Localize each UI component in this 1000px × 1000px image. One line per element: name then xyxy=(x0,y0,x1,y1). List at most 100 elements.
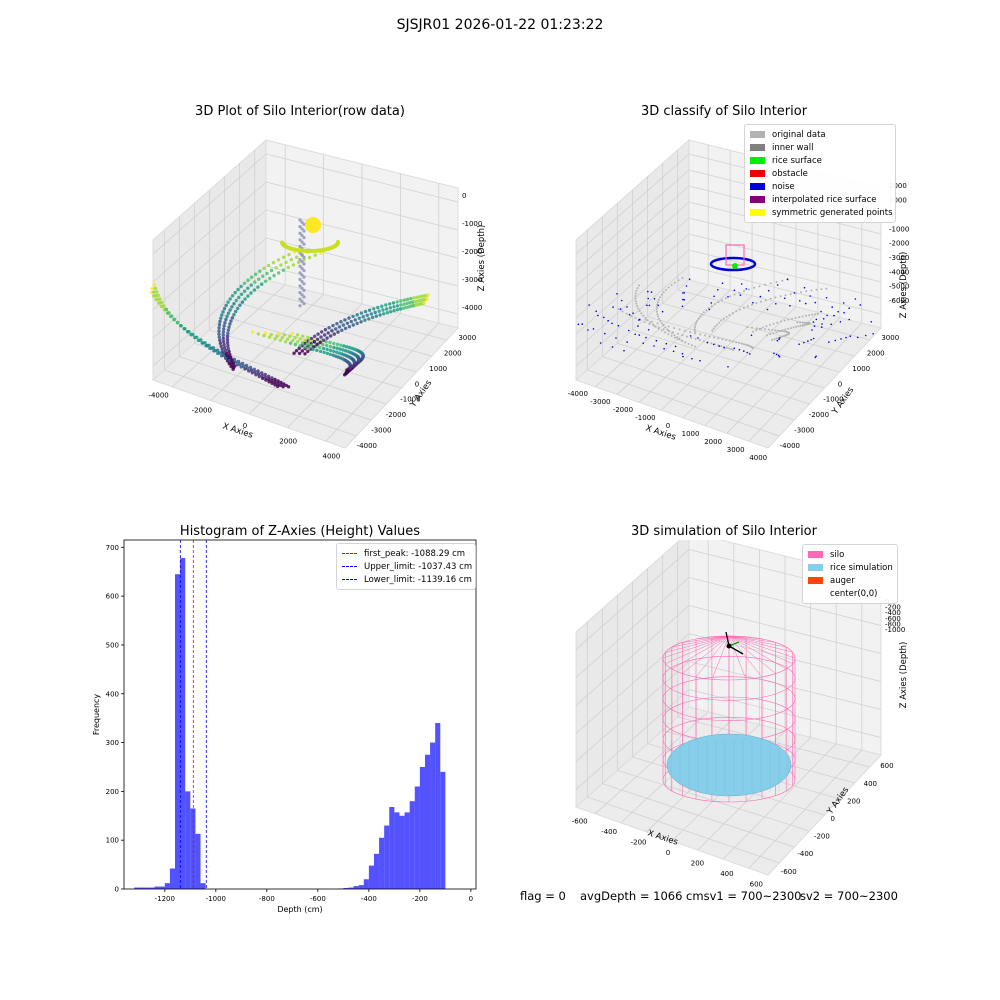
legend-entry: auger xyxy=(808,574,892,587)
raw-point xyxy=(339,343,343,347)
raw-point xyxy=(369,312,373,316)
original-point xyxy=(640,312,643,315)
histogram-chart[interactable]: -1200 -1000 -800 -600 -400 -200 0 0 100 200 300 400… xyxy=(0,520,500,920)
raw-point xyxy=(225,340,230,345)
raw-point xyxy=(222,327,226,331)
raw-point xyxy=(182,327,186,331)
raw-point xyxy=(279,380,283,385)
x-tick-label: 400 xyxy=(720,870,733,878)
original-point xyxy=(684,341,687,344)
y-tick-label: 200 xyxy=(106,788,119,796)
original-point xyxy=(815,288,818,291)
gridline xyxy=(152,265,267,367)
legend-label: first_peak: -1088.29 cm xyxy=(364,548,466,559)
legend-entry: original data xyxy=(750,128,890,141)
raw-point xyxy=(342,344,346,348)
y-tick-label: 700 xyxy=(106,544,119,552)
raw-point xyxy=(298,238,302,242)
raw-point xyxy=(263,375,268,379)
original-point xyxy=(758,327,761,330)
noise-point xyxy=(739,294,742,296)
original-point xyxy=(790,327,793,330)
raw-point xyxy=(298,297,302,301)
y-tick-label: 0 xyxy=(838,380,842,388)
raw-point xyxy=(311,347,315,351)
raw-3d-plot[interactable]: -4000 -2000 0 2000 4000 3000 2000 1000 0 -1000 -20… xyxy=(0,130,500,490)
noise-point xyxy=(842,302,845,304)
original-point xyxy=(784,328,787,331)
raw-point xyxy=(332,349,336,353)
original-point xyxy=(729,295,732,298)
noise-point xyxy=(599,342,602,344)
original-point xyxy=(644,317,647,319)
raw-point xyxy=(236,287,240,292)
x-tick-label: -200 xyxy=(631,839,647,847)
noise-point xyxy=(840,338,842,340)
x-tick-label: -1200 xyxy=(155,895,175,903)
original-point xyxy=(656,301,659,304)
noise-point xyxy=(745,288,747,290)
noise-point xyxy=(775,303,777,305)
original-point xyxy=(698,339,701,342)
silo-roof-line xyxy=(728,635,793,653)
histogram-bar xyxy=(190,808,196,889)
noise-point xyxy=(577,323,580,326)
original-point xyxy=(783,330,786,333)
raw-point xyxy=(221,350,225,354)
original-point xyxy=(760,300,762,303)
gridline xyxy=(688,201,882,251)
original-point xyxy=(794,292,797,295)
original-point xyxy=(811,313,814,316)
raw-point xyxy=(295,333,300,337)
noise-point xyxy=(646,304,648,307)
gridline xyxy=(152,153,267,255)
original-point xyxy=(636,287,639,290)
raw-point xyxy=(355,321,359,326)
raw-point xyxy=(303,352,307,356)
original-point xyxy=(779,295,782,298)
histogram-bar xyxy=(159,886,165,889)
noise-point xyxy=(845,336,847,339)
raw-point xyxy=(382,312,386,316)
raw-point xyxy=(329,334,333,338)
noise-point xyxy=(681,305,684,308)
silo-roof-line xyxy=(728,635,763,678)
legend-entry: interpolated rice surface xyxy=(750,193,890,206)
original-point xyxy=(694,324,697,326)
raw-point xyxy=(395,304,400,308)
gridline xyxy=(164,369,357,437)
original-point xyxy=(778,330,781,333)
raw-point xyxy=(374,314,378,318)
raw-point xyxy=(185,330,190,334)
x-tick-label: -400 xyxy=(601,828,617,836)
gridline xyxy=(688,661,882,710)
raw-point xyxy=(381,308,385,312)
raw-point xyxy=(328,344,333,349)
raw-plot-title: 3D Plot of Silo Interior(row data) xyxy=(195,104,405,119)
simulation-3d-plot[interactable]: -600-400-20002004006006004002000-200-400… xyxy=(500,540,1000,900)
noise-point xyxy=(776,284,779,286)
noise-point xyxy=(681,352,684,355)
raw-point xyxy=(322,350,326,355)
raw-point xyxy=(224,303,228,308)
noise-point xyxy=(655,339,658,342)
y-tick-label: 100 xyxy=(106,837,119,845)
noise-point xyxy=(619,308,622,310)
gridline xyxy=(179,356,372,421)
original-point xyxy=(764,283,767,286)
raw-point xyxy=(225,337,230,342)
raw-point xyxy=(275,334,279,338)
noise-point xyxy=(603,316,605,319)
raw-point xyxy=(256,285,260,289)
raw-point xyxy=(302,288,306,292)
noise-point xyxy=(611,346,614,348)
noise-point xyxy=(620,299,623,302)
gridline xyxy=(688,633,882,682)
gridline xyxy=(602,356,795,421)
original-point xyxy=(717,301,720,304)
z-tick-label: -200 xyxy=(885,604,901,612)
noise-point xyxy=(828,341,830,343)
original-point xyxy=(677,279,680,282)
raw-point xyxy=(363,309,368,314)
raw-point xyxy=(325,336,329,340)
